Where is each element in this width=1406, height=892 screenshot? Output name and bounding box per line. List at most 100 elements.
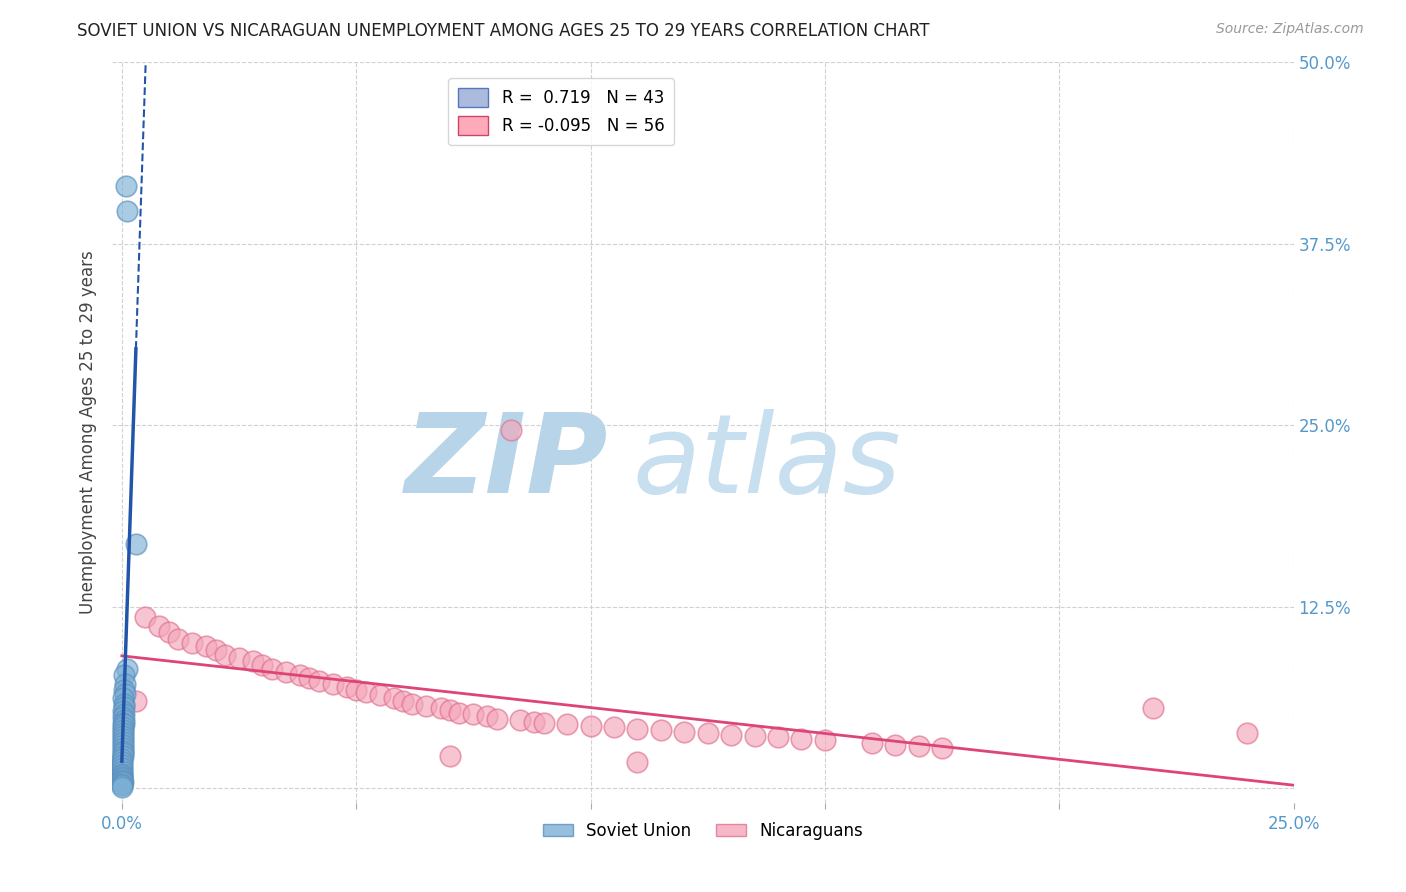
Point xyxy=(125,537,148,551)
Point xyxy=(114,178,136,193)
Point xyxy=(744,729,766,743)
Point xyxy=(322,677,344,691)
Point xyxy=(112,738,135,752)
Point xyxy=(766,731,789,745)
Y-axis label: Unemployment Among Ages 25 to 29 years: Unemployment Among Ages 25 to 29 years xyxy=(79,251,97,615)
Point xyxy=(344,682,367,697)
Point xyxy=(115,203,138,218)
Point xyxy=(111,778,134,792)
Point xyxy=(111,758,134,772)
Point xyxy=(112,704,135,718)
Point xyxy=(112,691,135,706)
Point xyxy=(112,717,135,731)
Point xyxy=(931,740,953,755)
Point xyxy=(112,731,135,746)
Point xyxy=(308,673,330,688)
Point xyxy=(117,662,139,676)
Point xyxy=(673,724,696,739)
Point xyxy=(111,729,134,743)
Point xyxy=(696,726,718,740)
Point xyxy=(181,636,204,650)
Point xyxy=(148,618,170,632)
Point xyxy=(111,752,134,766)
Point xyxy=(112,726,135,740)
Point xyxy=(626,722,648,736)
Point xyxy=(111,743,134,757)
Point xyxy=(439,749,461,764)
Point xyxy=(790,731,813,746)
Point xyxy=(720,728,742,742)
Text: ZIP: ZIP xyxy=(405,409,609,516)
Point xyxy=(354,685,377,699)
Point xyxy=(167,632,190,646)
Point xyxy=(112,715,135,730)
Point xyxy=(111,747,134,761)
Point xyxy=(368,689,391,703)
Point xyxy=(650,723,672,738)
Point xyxy=(288,668,311,682)
Point xyxy=(114,687,136,701)
Point xyxy=(579,719,602,733)
Point xyxy=(415,698,437,713)
Point xyxy=(111,766,134,780)
Point xyxy=(157,624,180,639)
Point xyxy=(111,780,134,794)
Point xyxy=(204,643,226,657)
Point xyxy=(214,648,236,662)
Point xyxy=(1236,726,1258,740)
Point xyxy=(112,668,135,682)
Point xyxy=(449,706,471,720)
Point xyxy=(114,677,136,691)
Point xyxy=(860,736,883,750)
Point xyxy=(603,720,626,734)
Point xyxy=(111,772,134,787)
Point xyxy=(814,733,837,747)
Point xyxy=(112,720,135,734)
Point xyxy=(499,423,522,437)
Point xyxy=(336,680,359,694)
Point xyxy=(555,717,578,731)
Point xyxy=(111,774,134,789)
Point xyxy=(477,708,499,723)
Point xyxy=(884,738,907,752)
Point xyxy=(382,691,405,706)
Point xyxy=(439,703,461,717)
Point xyxy=(907,739,929,754)
Point xyxy=(111,775,134,789)
Point xyxy=(463,707,485,722)
Point xyxy=(112,697,135,711)
Point xyxy=(111,740,134,755)
Text: atlas: atlas xyxy=(633,409,901,516)
Text: Source: ZipAtlas.com: Source: ZipAtlas.com xyxy=(1216,22,1364,37)
Point xyxy=(523,714,546,729)
Point xyxy=(298,671,321,685)
Point xyxy=(111,777,134,791)
Point xyxy=(111,723,134,738)
Point xyxy=(111,755,134,769)
Point xyxy=(533,715,555,730)
Point xyxy=(111,749,134,764)
Point xyxy=(111,764,134,778)
Point xyxy=(509,713,531,727)
Point xyxy=(112,682,135,697)
Point xyxy=(112,707,135,722)
Point xyxy=(429,701,451,715)
Point xyxy=(252,657,274,672)
Point xyxy=(242,654,264,668)
Point xyxy=(111,761,134,775)
Point xyxy=(401,697,423,711)
Point xyxy=(392,694,415,708)
Point xyxy=(111,770,134,784)
Legend: Soviet Union, Nicaraguans: Soviet Union, Nicaraguans xyxy=(536,815,870,847)
Point xyxy=(112,713,135,727)
Text: SOVIET UNION VS NICARAGUAN UNEMPLOYMENT AMONG AGES 25 TO 29 YEARS CORRELATION CH: SOVIET UNION VS NICARAGUAN UNEMPLOYMENT … xyxy=(77,22,929,40)
Point xyxy=(111,735,134,749)
Point xyxy=(260,662,283,676)
Point xyxy=(626,755,648,769)
Point xyxy=(485,712,508,726)
Point xyxy=(1142,701,1164,715)
Point xyxy=(111,768,134,782)
Point xyxy=(195,639,218,653)
Point xyxy=(274,665,297,680)
Point xyxy=(111,771,134,785)
